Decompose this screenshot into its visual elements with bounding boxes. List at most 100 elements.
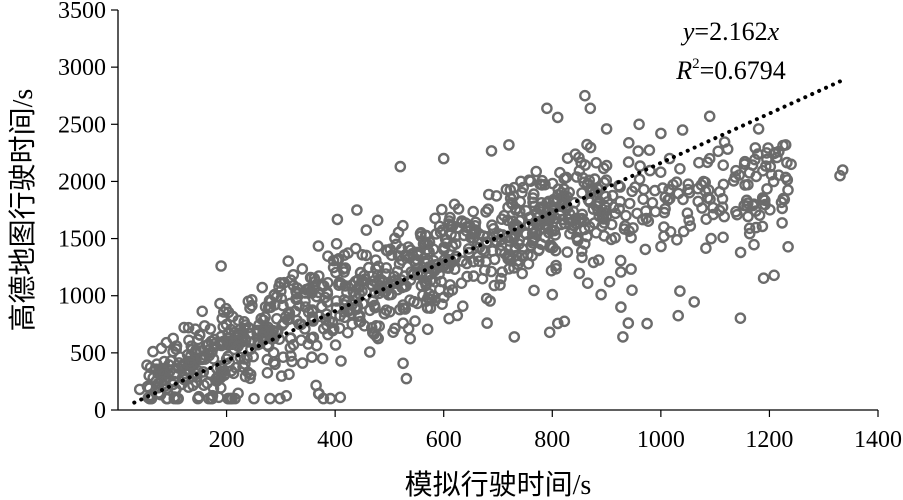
y-tick-label: 3000: [58, 55, 106, 81]
data-point: [467, 255, 480, 268]
data-point: [467, 205, 480, 218]
data-point: [539, 222, 551, 235]
data-point: [568, 219, 580, 232]
data-point: [360, 224, 373, 236]
equation-coef: =2.162: [694, 17, 767, 46]
data-point: [185, 358, 197, 371]
data-point: [759, 198, 771, 211]
data-point: [341, 326, 354, 339]
data-point: [522, 257, 535, 270]
data-point: [307, 315, 319, 327]
data-point: [734, 246, 747, 259]
x-tick-label: 400: [317, 427, 353, 453]
data-point: [615, 266, 627, 278]
data-point: [579, 89, 591, 102]
data-point: [573, 267, 586, 280]
data-point: [424, 302, 437, 314]
data-point: [581, 230, 593, 243]
data-point: [750, 221, 762, 234]
data-point: [534, 178, 546, 190]
data-point: [310, 339, 323, 352]
data-point: [682, 183, 694, 196]
data-point: [248, 392, 260, 405]
data-point: [306, 351, 318, 363]
data-point: [353, 316, 366, 328]
data-point: [748, 238, 760, 251]
data-point: [246, 299, 258, 312]
data-point: [473, 228, 486, 240]
data-point: [587, 256, 600, 269]
data-point: [632, 145, 645, 157]
data-point: [688, 296, 701, 308]
data-point: [526, 237, 539, 249]
data-point: [775, 196, 788, 209]
data-point: [192, 392, 204, 405]
data-point: [440, 237, 453, 249]
data-point: [605, 233, 618, 246]
data-point: [605, 218, 618, 231]
data-point: [533, 243, 545, 256]
data-point: [400, 372, 413, 385]
data-point: [557, 213, 569, 226]
data-point: [349, 275, 362, 288]
data-point: [324, 392, 337, 405]
data-point: [438, 243, 450, 256]
data-point: [220, 302, 232, 315]
data-point: [196, 305, 208, 318]
data-point: [393, 303, 406, 316]
trendline: [132, 79, 842, 405]
data-point: [781, 174, 794, 186]
data-point: [551, 111, 564, 124]
data-point: [206, 392, 218, 405]
data-point: [334, 310, 346, 322]
data-point: [356, 285, 368, 298]
data-point: [753, 209, 766, 221]
data-point: [399, 303, 412, 315]
data-point: [676, 124, 689, 136]
data-point: [516, 186, 528, 199]
data-point: [701, 191, 714, 204]
data-point: [282, 255, 295, 267]
data-point: [368, 299, 381, 312]
data-point: [335, 277, 348, 290]
data-point: [215, 260, 227, 272]
data-point: [216, 312, 228, 325]
data-point: [614, 254, 627, 267]
data-point: [486, 219, 498, 231]
data-point: [733, 169, 746, 181]
data-point: [546, 288, 559, 301]
data-point: [480, 255, 492, 268]
data-point: [431, 259, 444, 271]
data-point: [752, 123, 765, 135]
data-point: [496, 229, 509, 241]
data-point: [581, 277, 594, 290]
data-point: [622, 317, 635, 329]
data-point: [600, 123, 613, 135]
y-axis-title: 高德地图行驶时间/s: [7, 89, 39, 332]
data-point: [204, 323, 217, 335]
r-squared-label: R2=0.6794: [675, 56, 786, 85]
data-point: [155, 375, 168, 388]
data-point: [549, 244, 562, 257]
data-point: [834, 169, 846, 182]
data-point: [721, 143, 734, 155]
data-point: [283, 313, 295, 326]
data-point: [762, 142, 774, 154]
data-point: [244, 372, 256, 385]
data-point: [626, 284, 638, 297]
data-point: [700, 242, 712, 254]
data-point: [455, 277, 468, 290]
data-point: [264, 392, 276, 405]
data-point: [634, 160, 646, 172]
data-point: [707, 208, 720, 221]
data-point: [283, 368, 295, 381]
data-point: [757, 193, 770, 205]
data-point: [331, 213, 344, 226]
data-point: [623, 197, 636, 210]
data-point: [397, 357, 409, 370]
y-tick-label: 1500: [58, 227, 106, 253]
data-point: [705, 232, 717, 245]
data-point: [677, 225, 690, 238]
data-point: [771, 151, 783, 164]
data-point: [654, 166, 667, 178]
